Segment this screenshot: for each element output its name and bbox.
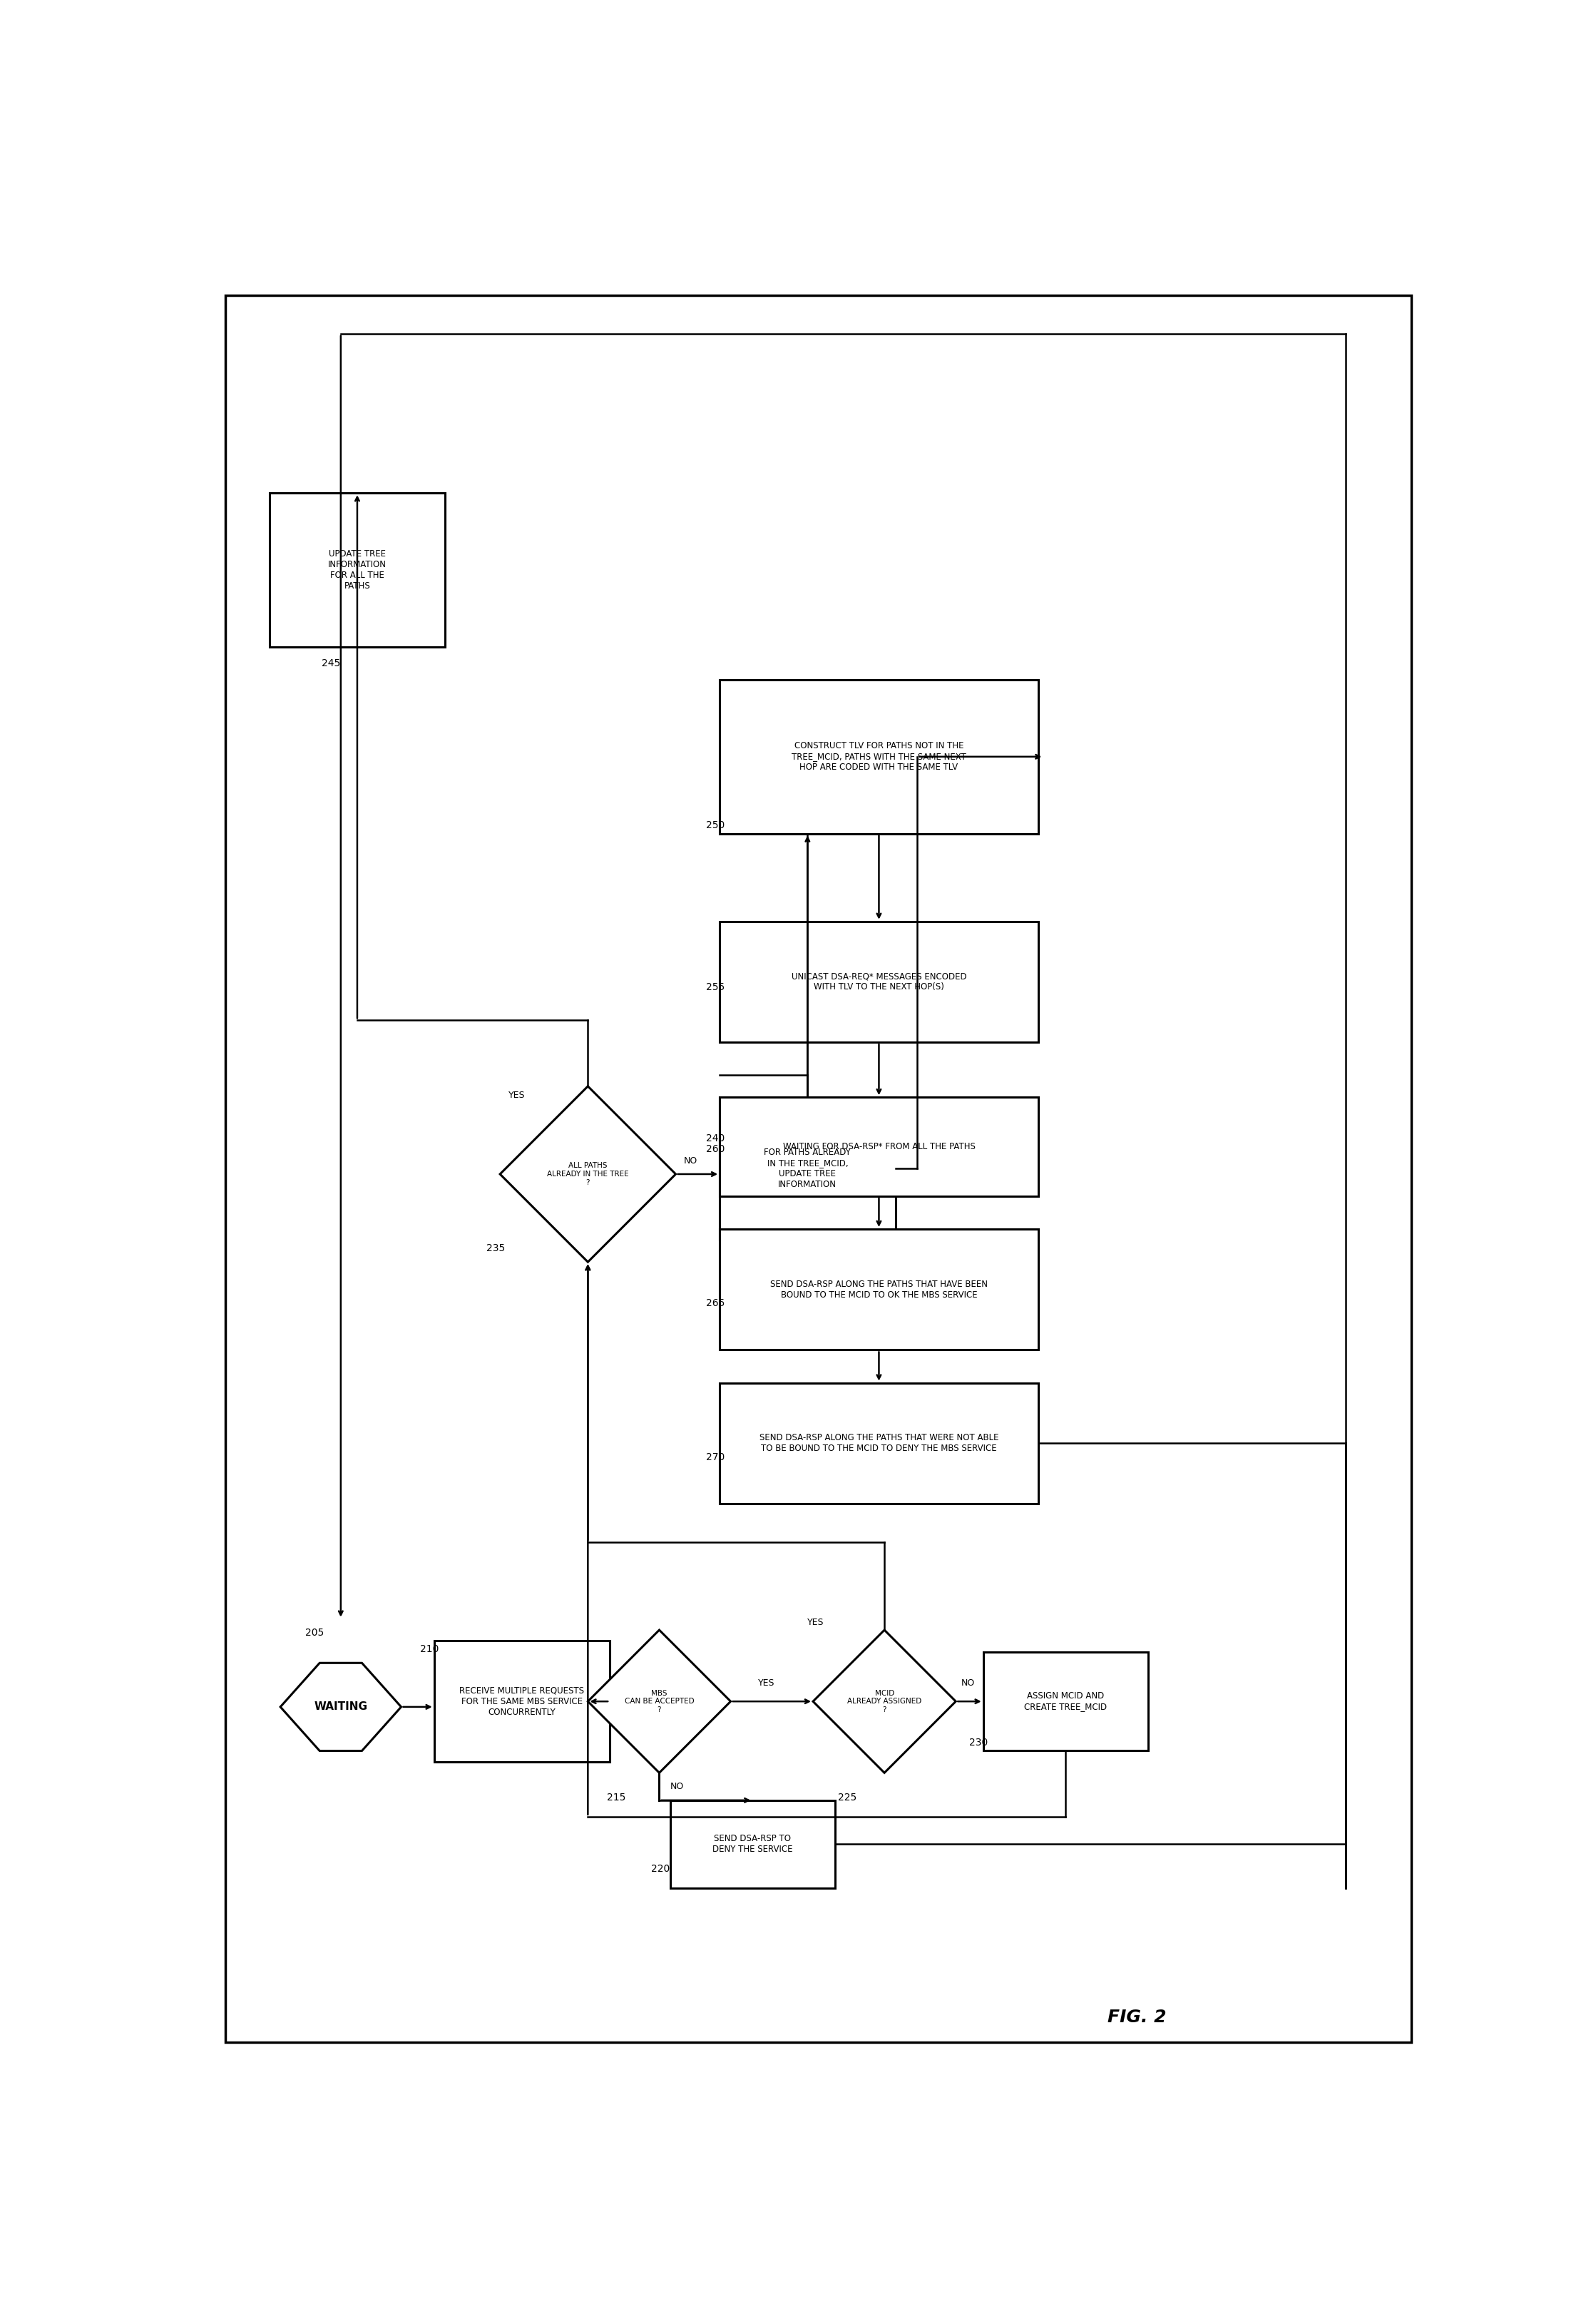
Text: FOR PATHS ALREADY
IN THE TREE_MCID,
UPDATE TREE
INFORMATION: FOR PATHS ALREADY IN THE TREE_MCID, UPDA… bbox=[764, 1148, 851, 1190]
Text: NO: NO bbox=[961, 1679, 975, 1688]
Text: 215: 215 bbox=[606, 1793, 626, 1802]
Text: SEND DSA-RSP ALONG THE PATHS THAT HAVE BEEN
BOUND TO THE MCID TO OK THE MBS SERV: SEND DSA-RSP ALONG THE PATHS THAT HAVE B… bbox=[771, 1280, 988, 1299]
Text: 245: 245 bbox=[321, 659, 340, 668]
FancyBboxPatch shape bbox=[983, 1651, 1148, 1751]
Polygon shape bbox=[812, 1630, 956, 1772]
Text: YES: YES bbox=[758, 1679, 774, 1688]
Text: UPDATE TREE
INFORMATION
FOR ALL THE
PATHS: UPDATE TREE INFORMATION FOR ALL THE PATH… bbox=[329, 550, 386, 591]
FancyBboxPatch shape bbox=[270, 494, 445, 647]
Text: 270: 270 bbox=[705, 1452, 725, 1461]
Text: UNICAST DSA-REQ* MESSAGES ENCODED
WITH TLV TO THE NEXT HOP(S): UNICAST DSA-REQ* MESSAGES ENCODED WITH T… bbox=[792, 972, 967, 993]
Text: WAITING: WAITING bbox=[314, 1702, 367, 1711]
Text: YES: YES bbox=[808, 1619, 824, 1628]
FancyBboxPatch shape bbox=[720, 1382, 1037, 1503]
Text: NO: NO bbox=[685, 1157, 697, 1166]
Text: 255: 255 bbox=[705, 983, 725, 993]
Text: FIG. 2: FIG. 2 bbox=[1108, 2008, 1167, 2027]
Text: 220: 220 bbox=[651, 1864, 670, 1874]
Text: CONSTRUCT TLV FOR PATHS NOT IN THE
TREE_MCID, PATHS WITH THE SAME NEXT
HOP ARE C: CONSTRUCT TLV FOR PATHS NOT IN THE TREE_… bbox=[792, 742, 966, 772]
FancyBboxPatch shape bbox=[434, 1642, 610, 1762]
FancyBboxPatch shape bbox=[720, 1097, 1037, 1197]
FancyBboxPatch shape bbox=[720, 679, 1037, 833]
FancyBboxPatch shape bbox=[720, 921, 1037, 1041]
FancyBboxPatch shape bbox=[720, 1097, 895, 1241]
Text: 260: 260 bbox=[705, 1143, 725, 1155]
Text: YES: YES bbox=[508, 1090, 525, 1099]
Polygon shape bbox=[587, 1630, 731, 1772]
Text: 205: 205 bbox=[305, 1628, 324, 1637]
Text: SEND DSA-RSP TO
DENY THE SERVICE: SEND DSA-RSP TO DENY THE SERVICE bbox=[712, 1834, 793, 1855]
Text: RECEIVE MULTIPLE REQUESTS
FOR THE SAME MBS SERVICE
CONCURRENTLY: RECEIVE MULTIPLE REQUESTS FOR THE SAME M… bbox=[460, 1686, 584, 1716]
Text: ASSIGN MCID AND
CREATE TREE_MCID: ASSIGN MCID AND CREATE TREE_MCID bbox=[1025, 1691, 1108, 1711]
Text: 230: 230 bbox=[969, 1737, 988, 1749]
Polygon shape bbox=[500, 1085, 675, 1262]
Text: MBS
CAN BE ACCEPTED
?: MBS CAN BE ACCEPTED ? bbox=[624, 1691, 694, 1714]
Text: 265: 265 bbox=[705, 1299, 725, 1308]
FancyBboxPatch shape bbox=[670, 1800, 835, 1888]
Polygon shape bbox=[281, 1663, 401, 1751]
Text: 240: 240 bbox=[705, 1134, 725, 1143]
Text: 235: 235 bbox=[487, 1243, 504, 1252]
Text: 210: 210 bbox=[420, 1644, 439, 1653]
Text: 250: 250 bbox=[705, 821, 725, 830]
Text: MCID
ALREADY ASSIGNED
?: MCID ALREADY ASSIGNED ? bbox=[847, 1691, 921, 1714]
Text: NO: NO bbox=[670, 1781, 685, 1790]
Text: 225: 225 bbox=[838, 1793, 857, 1802]
Text: SEND DSA-RSP ALONG THE PATHS THAT WERE NOT ABLE
TO BE BOUND TO THE MCID TO DENY : SEND DSA-RSP ALONG THE PATHS THAT WERE N… bbox=[760, 1433, 999, 1454]
FancyBboxPatch shape bbox=[720, 1229, 1037, 1350]
Text: WAITING FOR DSA-RSP* FROM ALL THE PATHS: WAITING FOR DSA-RSP* FROM ALL THE PATHS bbox=[782, 1141, 975, 1150]
Text: ALL PATHS
ALREADY IN THE TREE
?: ALL PATHS ALREADY IN THE TREE ? bbox=[547, 1162, 629, 1185]
